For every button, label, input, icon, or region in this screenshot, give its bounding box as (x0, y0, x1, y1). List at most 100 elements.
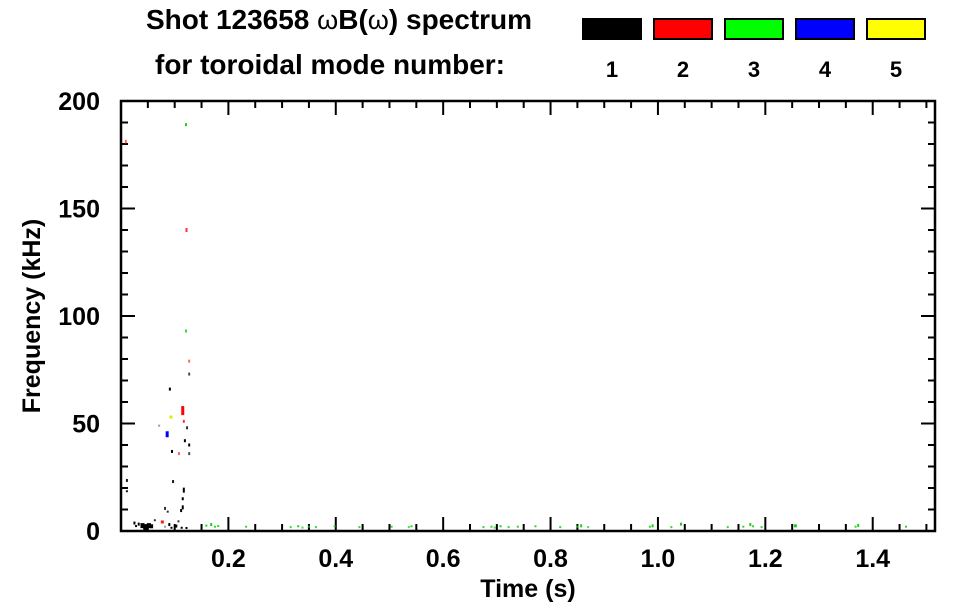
data-point-mode-3 (205, 524, 208, 527)
omega-symbol: ω (367, 5, 389, 35)
data-point-mode-3 (217, 525, 220, 528)
data-point-mode-1 (188, 443, 191, 447)
legend-label-mode-2: 2 (676, 57, 690, 82)
axis-ticks (121, 100, 935, 532)
data-point-mode-3 (184, 123, 187, 127)
legend-label-mode-1: 1 (605, 57, 619, 82)
data-point-mode-3 (333, 525, 336, 528)
data-point-mode-1 (182, 487, 185, 493)
legend-swatch-mode-3 (724, 18, 784, 40)
data-point-mode-3 (857, 523, 860, 527)
data-point-mode-3 (854, 525, 857, 528)
y-tick-labels: 0 50 100 150 200 (58, 88, 100, 546)
data-point-mode-3 (742, 525, 745, 528)
y-axis-label: Frequency (kHz) (18, 219, 46, 413)
data-point-mode-1 (171, 449, 174, 453)
x-tick-labels: 0.2 0.4 0.6 0.8 1.0 1.2 1.4 (211, 545, 890, 573)
data-point-mode-1 (143, 524, 149, 531)
x-tick-label: 0.2 (211, 545, 246, 573)
data-point-mode-1 (133, 521, 136, 525)
legend-swatch-mode-5 (866, 18, 926, 40)
data-point-mode-1 (153, 519, 156, 522)
data-point-mode-1 (180, 526, 183, 529)
x-tick-label: 0.6 (426, 545, 461, 573)
data-point-mode-3 (651, 524, 654, 528)
x-tick-label: 1.2 (748, 545, 783, 573)
legend-entry-mode-2: 2 (653, 18, 713, 81)
plot-subtitle: for toroidal mode number: (155, 49, 505, 80)
data-point-mode-3 (493, 526, 496, 529)
data-point-mode-3 (213, 525, 216, 528)
legend-swatch-mode-1 (582, 18, 642, 40)
data-point-mode-2 (182, 419, 185, 423)
data-point-mode-3 (245, 525, 248, 528)
data-point-mode-3 (314, 526, 317, 529)
x-tick-label: 1.4 (855, 545, 890, 573)
data-point-mode-1 (177, 520, 180, 523)
data-point-mode-1 (164, 525, 167, 528)
data-point-mode-3 (410, 525, 413, 528)
x-tick-label: 0.8 (533, 545, 568, 573)
data-point-mode-3 (576, 525, 579, 528)
y-tick-label: 100 (58, 303, 100, 331)
legend-swatch-mode-4 (795, 18, 855, 40)
data-point-mode-3 (670, 526, 673, 529)
data-point-mode-3 (580, 524, 583, 528)
data-point-mode-1 (188, 452, 191, 456)
data-point-mode-3 (648, 525, 651, 528)
legend-label-mode-5: 5 (889, 57, 903, 82)
data-point-mode-3 (210, 523, 213, 527)
omega-symbol: ω (317, 5, 339, 35)
data-point-mode-1 (158, 424, 161, 427)
data-point-mode-3 (499, 525, 502, 528)
x-tick-label: 1.0 (641, 545, 676, 573)
data-point-mode-2 (188, 359, 191, 363)
x-tick-label: 0.4 (318, 545, 353, 573)
legend-entry-mode-3: 3 (724, 18, 784, 81)
data-point-mode-4 (165, 431, 169, 438)
data-point-mode-1 (125, 490, 128, 493)
data-point-mode-3 (587, 526, 590, 529)
y-tick-label: 150 (58, 196, 100, 224)
data-point-mode-5 (169, 415, 173, 419)
data-point-mode-3 (184, 329, 187, 333)
data-point-mode-3 (482, 526, 485, 529)
data-point-mode-3 (507, 526, 510, 529)
data-point-mode-3 (301, 526, 304, 529)
plot-frame (119, 99, 937, 533)
data-point-mode-2 (160, 520, 164, 524)
data-point-mode-1 (168, 523, 171, 527)
data-point-mode-1 (186, 426, 189, 430)
data-point-mode-3 (516, 525, 519, 528)
data-point-mode-3 (297, 525, 300, 528)
data-point-mode-1 (166, 510, 169, 513)
data-point-mode-1 (188, 372, 191, 376)
data-point-mode-3 (358, 526, 361, 529)
data-point-mode-1 (164, 506, 167, 510)
data-point-mode-2 (177, 452, 180, 456)
data-point-mode-3 (490, 525, 493, 528)
data-point-mode-3 (680, 522, 683, 526)
title-text: B( (338, 4, 368, 35)
data-point-mode-1 (181, 497, 184, 501)
data-point-mode-1 (181, 505, 184, 510)
data-point-mode-1 (170, 526, 173, 529)
data-point-mode-1 (135, 525, 138, 528)
data-point-mode-3 (749, 523, 752, 527)
data-point-mode-3 (751, 525, 754, 528)
x-axis-label: Time (s) (480, 575, 575, 603)
data-point-mode-1 (150, 524, 154, 529)
plot-title: Shot 123658 ωB(ω) spectrum (0, 4, 678, 36)
data-points (124, 123, 908, 531)
legend-swatch-mode-2 (653, 18, 713, 40)
y-tick-label: 0 (86, 518, 100, 546)
legend-label-mode-4: 4 (818, 57, 832, 82)
data-point-mode-3 (793, 524, 797, 528)
legend-entry-mode-4: 4 (795, 18, 855, 81)
data-point-mode-3 (905, 525, 908, 528)
data-point-mode-3 (726, 526, 729, 529)
data-point-mode-3 (407, 526, 410, 529)
data-point-mode-1 (140, 523, 145, 529)
